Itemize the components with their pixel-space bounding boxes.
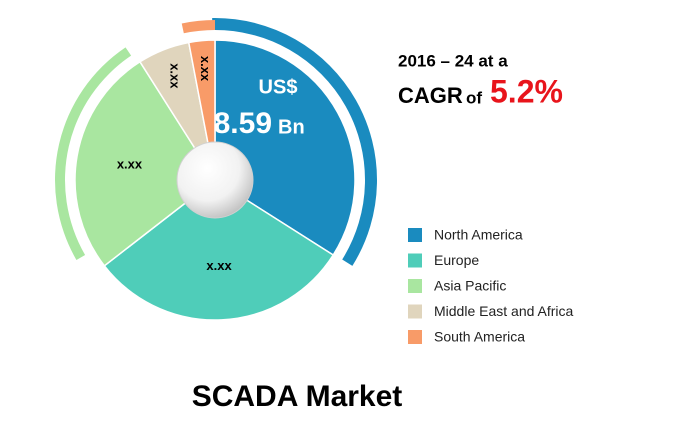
outer-arc <box>212 18 377 266</box>
legend-swatch <box>408 279 422 293</box>
slice-label: x.xx <box>206 258 232 273</box>
legend-swatch <box>408 304 422 319</box>
cagr-line1: 2016 – 24 at a <box>398 51 508 70</box>
center-unit: Bn <box>278 116 305 138</box>
legend: North America Europe Asia Pacific Middle Ea… <box>408 227 574 345</box>
outer-arc <box>54 47 132 260</box>
slice-label: x.xx <box>117 157 143 172</box>
chart-title: SCADA Market <box>192 380 403 413</box>
cagr-rate: 5.2% <box>490 73 563 109</box>
pie-slice <box>214 39 356 257</box>
legend-label: South America <box>434 329 525 345</box>
legend-swatch <box>408 253 422 268</box>
cagr-of: of <box>466 88 482 107</box>
legend-label: Europe <box>434 252 479 268</box>
outer-arc <box>181 20 215 34</box>
legend-label: Middle East and Africa <box>434 303 574 319</box>
legend-swatch <box>408 228 422 242</box>
pie-slice <box>74 60 216 267</box>
center-amount: 8.59 <box>214 107 272 140</box>
pie-slice <box>103 179 335 321</box>
legend-label: North America <box>434 227 523 243</box>
legend-label: Asia Pacific <box>434 278 506 294</box>
slice-label: x.xx <box>167 63 182 89</box>
cagr-prefix: CAGR <box>398 83 463 108</box>
slice-label: x.xx <box>198 56 213 82</box>
center-hole <box>176 141 254 219</box>
center-currency: US$ <box>259 76 298 98</box>
pie: x.xx x.xx x.xx x.xx <box>54 18 377 321</box>
legend-swatch <box>408 330 422 344</box>
